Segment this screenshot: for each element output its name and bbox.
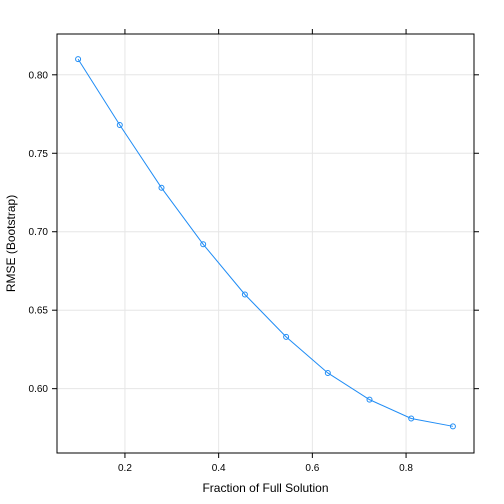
x-tick-label: 0.4 (212, 463, 226, 474)
y-tick-label: 0.80 (29, 70, 49, 81)
y-tick-label: 0.65 (29, 306, 49, 317)
x-tick-label: 0.6 (305, 463, 319, 474)
data-point (283, 333, 290, 340)
plot-frame (56, 33, 475, 454)
data-point (408, 415, 415, 422)
data-point (366, 396, 373, 403)
data-point (158, 184, 165, 191)
data-point (449, 423, 456, 430)
data-point (200, 241, 207, 248)
y-tick-label: 0.70 (29, 227, 49, 238)
data-point (75, 56, 82, 63)
grid-layer (57, 34, 474, 453)
series-line (77, 58, 454, 427)
y-axis-title: RMSE (Bootstrap) (4, 195, 18, 292)
series-layer (75, 56, 456, 430)
data-point (116, 122, 123, 129)
x-axis-title: Fraction of Full Solution (202, 481, 328, 495)
x-tick-label: 0.2 (118, 463, 132, 474)
data-point (241, 291, 248, 298)
ticks-layer: 0.2 0.4 0.6 0.8 0.60 0.65 0.70 0.75 0.80 (29, 29, 479, 474)
y-tick-label: 0.75 (29, 149, 49, 160)
data-point (324, 369, 331, 376)
x-tick-label: 0.8 (399, 463, 413, 474)
y-tick-label: 0.60 (29, 384, 49, 395)
